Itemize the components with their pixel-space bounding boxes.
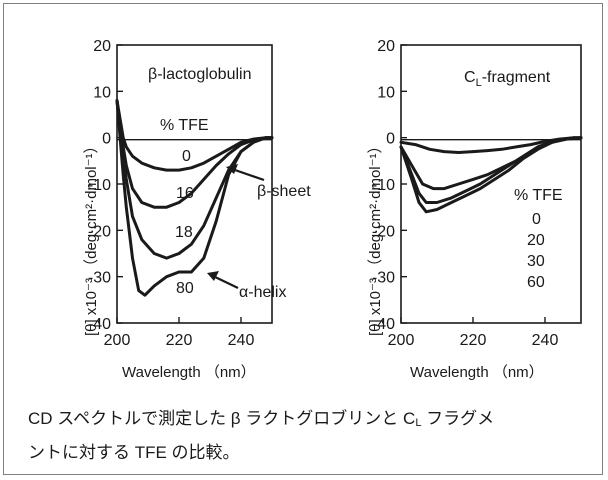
caption-line1-a: CD スペクトルで測定した β ラクトグロブリンと C bbox=[28, 409, 416, 428]
series-line-right-60 bbox=[399, 136, 583, 214]
y-tick-label-right-20: 20 bbox=[377, 38, 395, 55]
legend-title-right: % TFE bbox=[514, 187, 563, 204]
series-line-left-16 bbox=[115, 99, 274, 209]
panel-title-right: CL-fragment bbox=[464, 69, 551, 89]
y-tick-label-left--40: -40 bbox=[88, 316, 111, 333]
x-tick-label-right-200: 200 bbox=[388, 332, 415, 349]
arrow-beta-sheet bbox=[226, 164, 265, 182]
series-label-18: 18 bbox=[175, 224, 193, 241]
x-tick-label-left-200: 200 bbox=[104, 332, 131, 349]
x-axis-label-right: Wavelength （nm） bbox=[410, 364, 544, 381]
series-line-left-0 bbox=[115, 99, 274, 172]
y-tick-label-left-10: 10 bbox=[93, 84, 111, 101]
panel-title-right-sub: L bbox=[476, 77, 482, 89]
y-tick-label-right--20: -20 bbox=[372, 223, 395, 240]
y-axis-label-left: [θ] x10⁻³ （deg·cm²·dmol⁻¹） bbox=[83, 138, 100, 336]
legend-title-left: % TFE bbox=[160, 117, 209, 134]
legend-entry-0: 0 bbox=[532, 211, 541, 228]
plot-area-left bbox=[116, 44, 273, 324]
figure-frame bbox=[3, 3, 603, 475]
plot-area-right bbox=[400, 44, 582, 324]
y-axis-label-right: [θ] x10⁻³ （deg·cm²·dmol⁻¹） bbox=[367, 138, 384, 336]
y-tick-label-left--30: -30 bbox=[88, 270, 111, 287]
series-label-80: 80 bbox=[176, 280, 194, 297]
x-tick-label-right-220: 220 bbox=[460, 332, 487, 349]
series-label-0: 0 bbox=[182, 148, 191, 165]
y-tick-label-right--30: -30 bbox=[372, 270, 395, 287]
annotation-beta-sheet: β-sheet bbox=[257, 183, 311, 200]
y-tick-label-left--20: -20 bbox=[88, 223, 111, 240]
x-axis-label-left: Wavelength （nm） bbox=[122, 364, 256, 381]
x-tick-label-left-240: 240 bbox=[228, 332, 255, 349]
legend-entry-60: 60 bbox=[527, 274, 545, 291]
panel-title-right-rest: -fragment bbox=[482, 69, 551, 86]
legend-entry-20: 20 bbox=[527, 232, 545, 249]
series-label-16: 16 bbox=[176, 185, 194, 202]
annotation-alpha-helix: α-helix bbox=[239, 284, 286, 301]
curves-left bbox=[115, 99, 274, 297]
arrow-alpha-helix bbox=[207, 271, 239, 289]
panel-title-right-main: C bbox=[464, 69, 476, 86]
series-line-left-80 bbox=[115, 99, 274, 297]
y-tick-label-left-20: 20 bbox=[93, 38, 111, 55]
x-tick-label-left-220: 220 bbox=[166, 332, 193, 349]
caption-line1-b: フラグメ bbox=[421, 409, 495, 428]
caption-line1-sub: L bbox=[415, 417, 422, 429]
y-tick-label-left-0: 0 bbox=[102, 131, 111, 148]
y-tick-label-right--40: -40 bbox=[372, 316, 395, 333]
y-tick-label-left--10: -10 bbox=[88, 177, 111, 194]
y-tick-label-right-0: 0 bbox=[386, 131, 395, 148]
figure-caption: CD スペクトルで測定した β ラクトグロブリンと CL フラグメ ントに対する… bbox=[28, 404, 588, 467]
caption-line2: ントに対する TFE の比較。 bbox=[28, 443, 240, 462]
y-tick-label-right--10: -10 bbox=[372, 177, 395, 194]
x-tick-label-right-240: 240 bbox=[532, 332, 559, 349]
curves-right bbox=[399, 136, 583, 214]
panel-title-left: β-lactoglobulin bbox=[148, 66, 251, 83]
y-tick-label-right-10: 10 bbox=[377, 84, 395, 101]
legend-entry-30: 30 bbox=[527, 253, 545, 270]
